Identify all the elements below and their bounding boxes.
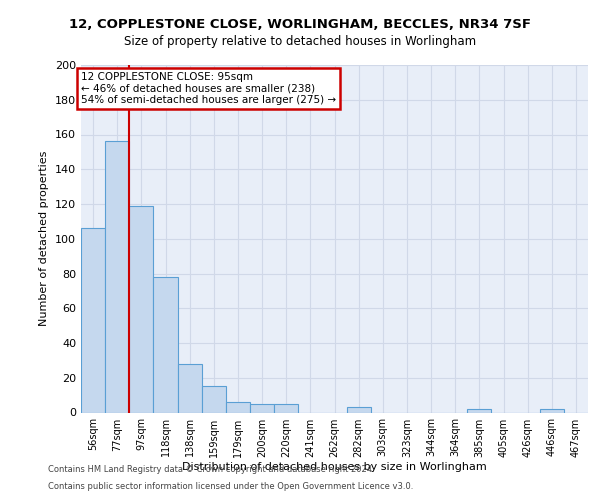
Bar xyxy=(129,206,154,412)
Bar xyxy=(81,228,105,412)
Bar xyxy=(467,409,491,412)
Bar xyxy=(274,404,298,412)
Text: 12 COPPLESTONE CLOSE: 95sqm
← 46% of detached houses are smaller (238)
54% of se: 12 COPPLESTONE CLOSE: 95sqm ← 46% of det… xyxy=(81,72,336,105)
Bar xyxy=(540,409,564,412)
Bar xyxy=(226,402,250,412)
Text: 12, COPPLESTONE CLOSE, WORLINGHAM, BECCLES, NR34 7SF: 12, COPPLESTONE CLOSE, WORLINGHAM, BECCL… xyxy=(69,18,531,30)
Bar xyxy=(178,364,202,412)
Text: Contains public sector information licensed under the Open Government Licence v3: Contains public sector information licen… xyxy=(48,482,413,491)
Text: Contains HM Land Registry data © Crown copyright and database right 2024.: Contains HM Land Registry data © Crown c… xyxy=(48,465,374,474)
Y-axis label: Number of detached properties: Number of detached properties xyxy=(40,151,49,326)
Bar xyxy=(105,142,129,412)
Bar xyxy=(347,408,371,412)
Bar xyxy=(202,386,226,412)
Bar xyxy=(154,277,178,412)
Text: Size of property relative to detached houses in Worlingham: Size of property relative to detached ho… xyxy=(124,35,476,48)
X-axis label: Distribution of detached houses by size in Worlingham: Distribution of detached houses by size … xyxy=(182,462,487,472)
Bar xyxy=(250,404,274,412)
